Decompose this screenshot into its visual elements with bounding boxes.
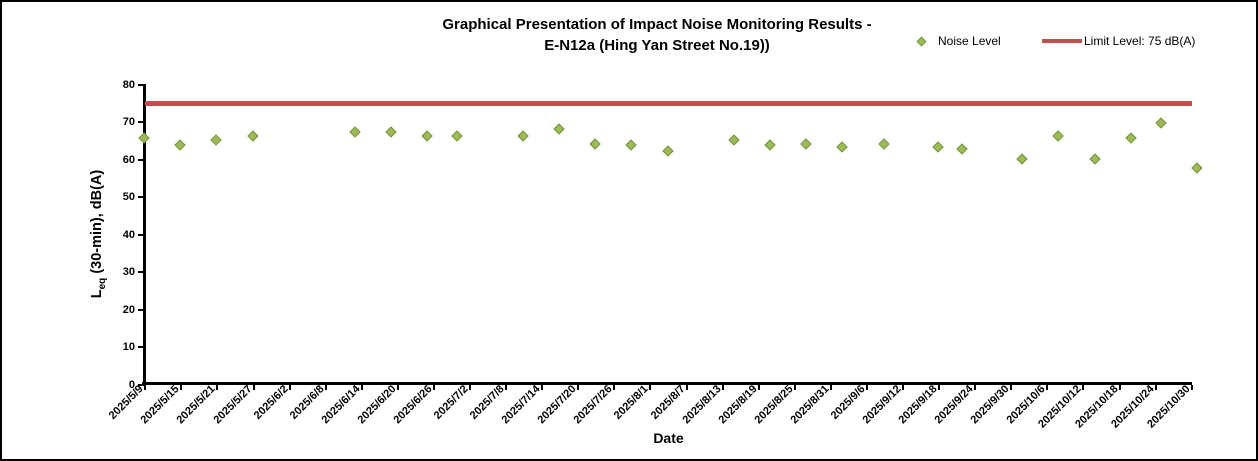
x-axis-title: Date (653, 430, 684, 446)
noise-level-point (1052, 130, 1065, 142)
x-tick-mark (541, 385, 544, 390)
x-tick-mark (252, 385, 255, 390)
noise-level-point (1154, 117, 1167, 129)
noise-level-point (661, 145, 674, 157)
limit-level-line (145, 100, 1192, 106)
legend-noise-label: Noise Level (938, 34, 1001, 48)
noise-level-point (210, 134, 223, 146)
noise-level-point (800, 137, 812, 150)
legend-limit-label: Limit Level: 75 dB(A) (1084, 34, 1196, 48)
x-tick-mark (865, 385, 868, 390)
x-tick-mark (216, 385, 219, 390)
x-tick-mark (902, 385, 905, 390)
noise-level-point (138, 132, 150, 144)
x-tick-mark (180, 385, 183, 390)
chart-title-line2: E-N12a (Hing Yan Street No.19)) (544, 37, 770, 54)
x-tick-mark (577, 385, 580, 390)
noise-level-point (174, 139, 187, 152)
x-tick-mark (144, 385, 147, 390)
noise-level-point (625, 139, 638, 152)
y-tick-label: 40 (122, 228, 135, 241)
x-tick-mark (432, 385, 435, 390)
noise-level-diamond-icon (916, 36, 927, 46)
y-tick-label: 80 (122, 78, 135, 91)
y-tick-mark (138, 233, 144, 236)
y-tick-mark (138, 346, 144, 348)
y-tick-mark (138, 271, 144, 273)
x-tick-mark (757, 385, 760, 390)
noise-level-point (246, 130, 259, 142)
chart-title-line1: Graphical Presentation of Impact Noise M… (442, 16, 872, 33)
y-tick-label: 20 (122, 303, 135, 316)
x-tick-mark (613, 385, 616, 390)
noise-level-point (451, 130, 463, 142)
y-tick-mark (138, 308, 144, 311)
x-tick-mark (324, 385, 327, 390)
noise-level-point (1191, 162, 1203, 174)
noise-level-point (1088, 152, 1101, 165)
y-tick-mark (138, 83, 144, 86)
x-tick-mark (685, 385, 688, 390)
noise-level-point (517, 130, 529, 142)
noise-level-point (1016, 152, 1029, 165)
y-axis-title-rest: (30-min), dB(A) (89, 169, 105, 278)
y-axis-line (143, 84, 146, 385)
limit-level-line-icon (1042, 39, 1082, 43)
noise-level-point (728, 134, 740, 146)
x-tick-mark (469, 385, 472, 390)
noise-level-point (589, 137, 602, 150)
legend-item-noise-level: Noise Level (916, 33, 1001, 49)
noise-level-point (421, 130, 433, 142)
noise-level-point (878, 137, 890, 150)
chart-title: Graphical Presentation of Impact Noise M… (302, 14, 1012, 56)
y-tick-label: 10 (122, 341, 135, 353)
x-tick-mark (360, 385, 363, 390)
x-tick-mark (396, 385, 399, 390)
x-tick-mark (829, 385, 832, 390)
x-axis-line (142, 382, 1192, 385)
y-tick-mark (138, 121, 144, 123)
noise-level-point (932, 141, 944, 153)
x-tick-mark (1010, 385, 1013, 390)
y-tick-label: 50 (122, 191, 135, 203)
x-tick-mark (1046, 385, 1049, 390)
legend-item-limit-level: Limit Level: 75 dB(A) (1042, 33, 1195, 49)
x-tick-mark (1082, 385, 1085, 390)
y-axis-title-main: L (89, 289, 105, 299)
x-tick-mark (288, 385, 291, 390)
x-tick-mark (974, 385, 977, 390)
y-tick-label: 60 (122, 153, 135, 166)
noise-level-point (1124, 132, 1137, 144)
y-tick-mark (138, 196, 144, 198)
y-tick-mark (138, 383, 144, 386)
y-tick-label: 0 (128, 378, 135, 391)
y-tick-label: 30 (122, 266, 135, 278)
x-tick-mark (1118, 385, 1121, 390)
x-tick-mark (505, 385, 508, 390)
x-tick-mark (1190, 385, 1193, 390)
y-axis-title-sub: eq (96, 277, 108, 290)
x-tick-mark (1154, 385, 1157, 390)
noise-level-point (553, 122, 565, 135)
x-tick-mark (649, 385, 652, 390)
noise-level-point (764, 139, 776, 152)
noise-level-point (836, 141, 848, 153)
noise-level-point (349, 126, 361, 138)
y-tick-label: 70 (122, 116, 135, 128)
x-tick-mark (721, 385, 724, 390)
y-tick-mark (138, 158, 144, 161)
x-tick-mark (938, 385, 941, 390)
noise-level-point (385, 126, 397, 138)
noise-level-point (956, 143, 968, 155)
x-tick-mark (793, 385, 796, 390)
